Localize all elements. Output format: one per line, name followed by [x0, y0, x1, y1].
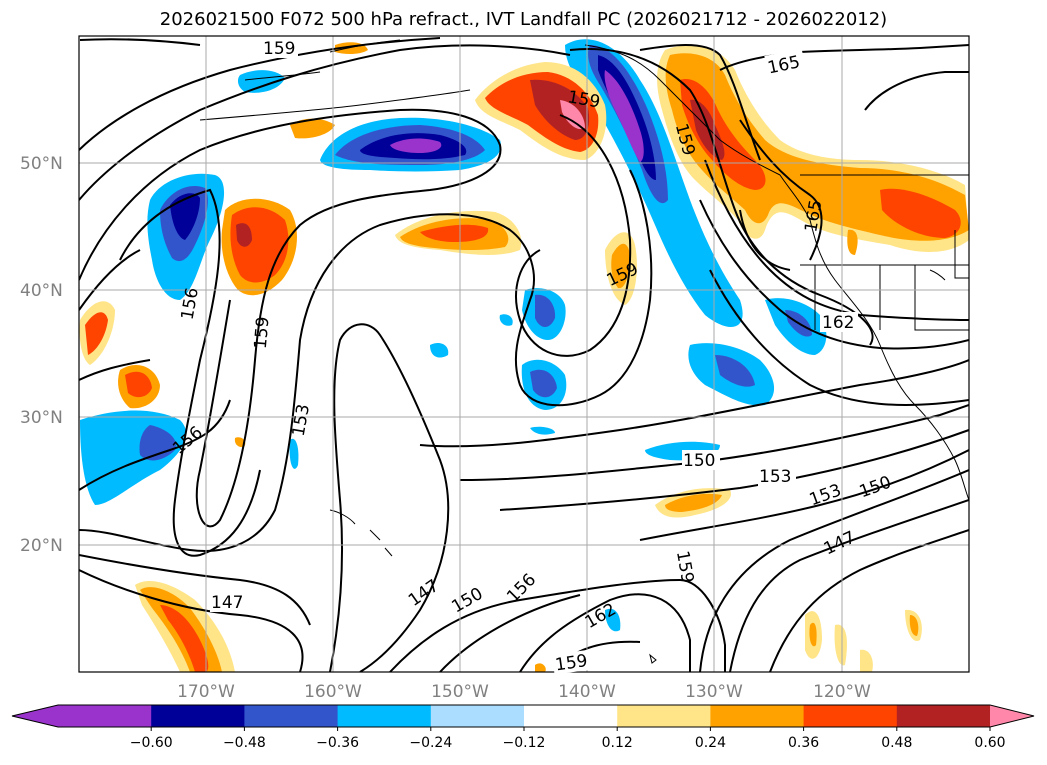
- colorbar-tick-label: 0.36: [788, 735, 819, 751]
- colorbar-segment: [617, 705, 711, 727]
- positive-anomaly-shading: [79, 42, 969, 672]
- colorbar-segment: [430, 705, 525, 727]
- lon-label: 120°W: [813, 682, 871, 702]
- lat-label: 50°N: [20, 154, 63, 174]
- lat-label: 30°N: [20, 408, 63, 428]
- height-contours: [79, 37, 969, 672]
- colorbar-tick-label: −0.36: [316, 735, 359, 751]
- colorbar-tick-label: 0.24: [695, 735, 726, 751]
- colorbar-segment: [337, 705, 432, 727]
- longitude-labels: 170°W 160°W 150°W 140°W 130°W 120°W: [177, 682, 871, 702]
- colorbar-extend-high: [990, 705, 1034, 727]
- contour-label: 150: [683, 451, 715, 471]
- colorbar-segment: [710, 705, 805, 727]
- graticule: [79, 36, 969, 672]
- contour-label: 159: [554, 651, 589, 675]
- colorbar-segment: [524, 705, 618, 727]
- colorbar-segment: [151, 705, 245, 727]
- latitude-labels: 50°N 40°N 30°N 20°N: [20, 154, 63, 556]
- colorbar-segment: [803, 705, 898, 727]
- contour-label: 147: [211, 593, 243, 613]
- contour-label: 159: [263, 39, 295, 59]
- colorbar-tick-label: 0.48: [881, 735, 912, 751]
- lon-label: 130°W: [685, 682, 743, 702]
- coastlines: [199, 39, 969, 664]
- contour-label: 159: [251, 316, 274, 350]
- map-background: [79, 36, 969, 672]
- colorbar-tick-label: 0.12: [602, 735, 633, 751]
- map-frame: [78, 35, 970, 673]
- colorbar-tick-label: −0.60: [130, 735, 173, 751]
- colorbar-tick-label: −0.24: [409, 735, 452, 751]
- colorbar-tick-label: −0.48: [223, 735, 266, 751]
- lon-label: 140°W: [558, 682, 616, 702]
- colorbar-segment: [58, 705, 152, 727]
- colorbar: −0.60 −0.48 −0.36 −0.24 −0.12 0.12 0.24 0.36 0.4…: [11, 704, 1035, 751]
- colorbar-extend-low: [12, 705, 58, 727]
- colorbar-segment: [896, 705, 991, 727]
- colorbar-tick-label: 0.60: [974, 735, 1005, 751]
- contour-label: 153: [759, 467, 791, 487]
- lon-label: 170°W: [177, 682, 235, 702]
- colorbar-segment: [244, 705, 339, 727]
- colorbar-tick-label: −0.12: [503, 735, 546, 751]
- contour-label: 162: [822, 313, 854, 333]
- lon-label: 160°W: [304, 682, 362, 702]
- lon-label: 150°W: [431, 682, 489, 702]
- lat-label: 20°N: [20, 536, 63, 556]
- figure-title: 2026021500 F072 500 hPa refract., IVT La…: [159, 9, 888, 30]
- lat-label: 40°N: [20, 281, 63, 301]
